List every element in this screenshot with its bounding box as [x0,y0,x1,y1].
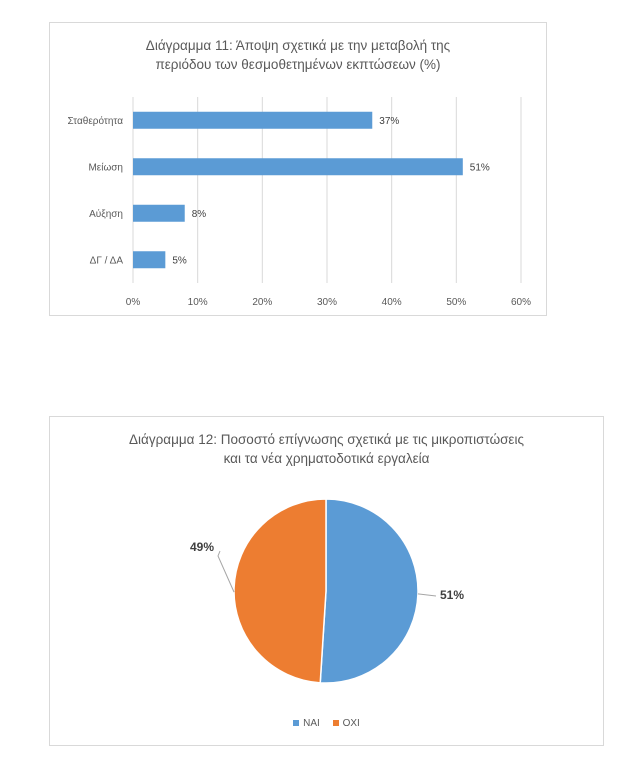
bar-value-label: 37% [379,116,399,127]
bar [133,204,185,222]
x-tick-label: 60% [511,297,531,308]
pie-slice [319,498,419,684]
pie-slice [233,498,327,684]
x-tick-label: 0% [126,297,141,308]
legend-label-yes: ΝΑΙ [303,718,320,729]
pie-leader-line [217,550,235,593]
bar [133,158,463,176]
legend-item-no: ΟΧΙ [332,718,360,729]
bar-chart-plot: 0% 10% 20% 30% 40% 50% 60% Σταθερότητα 37% Μείωση… [67,97,531,308]
x-tick-label: 40% [382,297,402,308]
bar-value-label: 8% [192,209,207,220]
bar-value-label: 5% [172,255,187,266]
bar-chart-panel: Διάγραμμα 11: Άποψη σχετικά με την μεταβ… [49,22,547,316]
bar-value-label: 51% [470,162,490,173]
bar-chart-title-line-1: Διάγραμμα 11: Άποψη σχετικά με την μεταβ… [145,38,451,53]
bar [133,251,166,269]
y-category-label: ΔΓ / ΔΑ [90,255,124,266]
pie-chart-title-line-2: και τα νέα χρηματοδοτικά εργαλεία [223,451,430,466]
pie-value-label: 51% [440,588,464,602]
x-tick-label: 30% [317,297,337,308]
pie-legend: ΝΑΙ ΟΧΙ [50,718,603,729]
legend-label-no: ΟΧΙ [342,718,360,729]
x-tick-label: 20% [252,297,272,308]
bar-chart-title-line-2: περιόδου των θεσμοθετημένων εκπτώσεων (%… [155,57,441,72]
legend-swatch-yes [293,720,300,727]
pie-value-label: 49% [190,540,214,554]
y-category-label: Αύξηση [89,208,123,220]
pie-chart-title-line-1: Διάγραμμα 12: Ποσοστό επίγνωσης σχετικά … [129,432,524,447]
legend-item-yes: ΝΑΙ [293,718,320,729]
pie-leader-line [417,593,437,597]
y-category-label: Σταθερότητα [67,115,123,127]
pie-chart-plot: 51% 49% [190,498,464,684]
legend-swatch-no [332,720,339,727]
x-tick-label: 10% [188,297,208,308]
pie-chart-title: Διάγραμμα 12: Ποσοστό επίγνωσης σχετικά … [50,430,603,468]
pie-chart-panel: Διάγραμμα 12: Ποσοστό επίγνωσης σχετικά … [49,416,604,746]
x-tick-label: 50% [446,297,466,308]
y-category-label: Μείωση [88,161,123,173]
bar [133,111,373,129]
bar-chart-title: Διάγραμμα 11: Άποψη σχετικά με την μεταβ… [50,36,546,74]
